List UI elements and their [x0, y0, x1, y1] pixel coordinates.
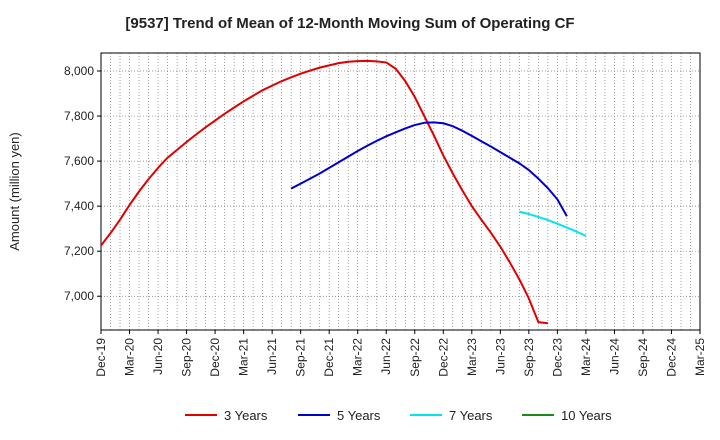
y-tick-label: 7,400 [64, 199, 94, 213]
legend-label-3-years: 3 Years [224, 408, 268, 423]
x-tick-label: Dec-21 [322, 338, 336, 377]
x-tick-label: Mar-22 [351, 338, 365, 376]
x-tick-label: Dec-22 [436, 338, 450, 377]
y-tick-labels: 7,000 7,200 7,400 7,600 7,800 8,000 [64, 64, 101, 303]
y-tick-label: 7,600 [64, 154, 94, 168]
x-tick-label: Dec-23 [550, 338, 564, 377]
legend: 3 Years 5 Years 7 Years 10 Years [185, 408, 612, 423]
plot-frame [100, 52, 701, 331]
y-tick-label: 8,000 [64, 64, 94, 78]
y-tick-label: 7,200 [64, 244, 94, 258]
series-line-3-years [100, 59, 548, 325]
series-line-7-years [519, 210, 587, 237]
legend-label-5-years: 5 Years [337, 408, 381, 423]
x-tick-label: Mar-20 [123, 338, 137, 376]
x-tick-label: Jun-22 [379, 338, 393, 375]
series-layer [100, 59, 587, 325]
x-tick-labels: Dec-19 Mar-20 Jun-20 Sep-20 Dec-20 Mar-21 Jun-… [94, 330, 707, 377]
x-tick-label: Dec-19 [94, 338, 108, 377]
y-tick-label: 7,000 [64, 289, 94, 303]
x-tick-label: Jun-20 [151, 338, 165, 375]
y-axis-label: Amount (million yen) [7, 132, 22, 251]
series-line-5-years [290, 121, 568, 217]
x-tick-label: Sep-21 [294, 338, 308, 377]
x-tick-label: Mar-24 [579, 338, 593, 376]
x-tick-label: Dec-20 [208, 338, 222, 377]
x-tick-label: Jun-24 [607, 338, 621, 375]
x-tick-label: Mar-21 [237, 338, 251, 376]
y-tick-label: 7,800 [64, 109, 94, 123]
x-tick-label: Mar-23 [465, 338, 479, 376]
x-tick-label: Sep-24 [636, 338, 650, 377]
x-tick-label: Jun-21 [265, 338, 279, 375]
x-tick-label: Sep-23 [522, 338, 536, 377]
x-tick-label: Sep-20 [180, 338, 194, 377]
legend-label-10-years: 10 Years [561, 408, 612, 423]
x-tick-label: Dec-24 [664, 338, 678, 377]
x-tick-label: Jun-23 [493, 338, 507, 375]
grid-layer [101, 53, 700, 330]
chart-title: [9537] Trend of Mean of 12-Month Moving … [125, 15, 574, 32]
x-tick-label: Mar-25 [693, 338, 707, 376]
x-tick-label: Sep-22 [408, 338, 422, 377]
legend-label-7-years: 7 Years [449, 408, 493, 423]
